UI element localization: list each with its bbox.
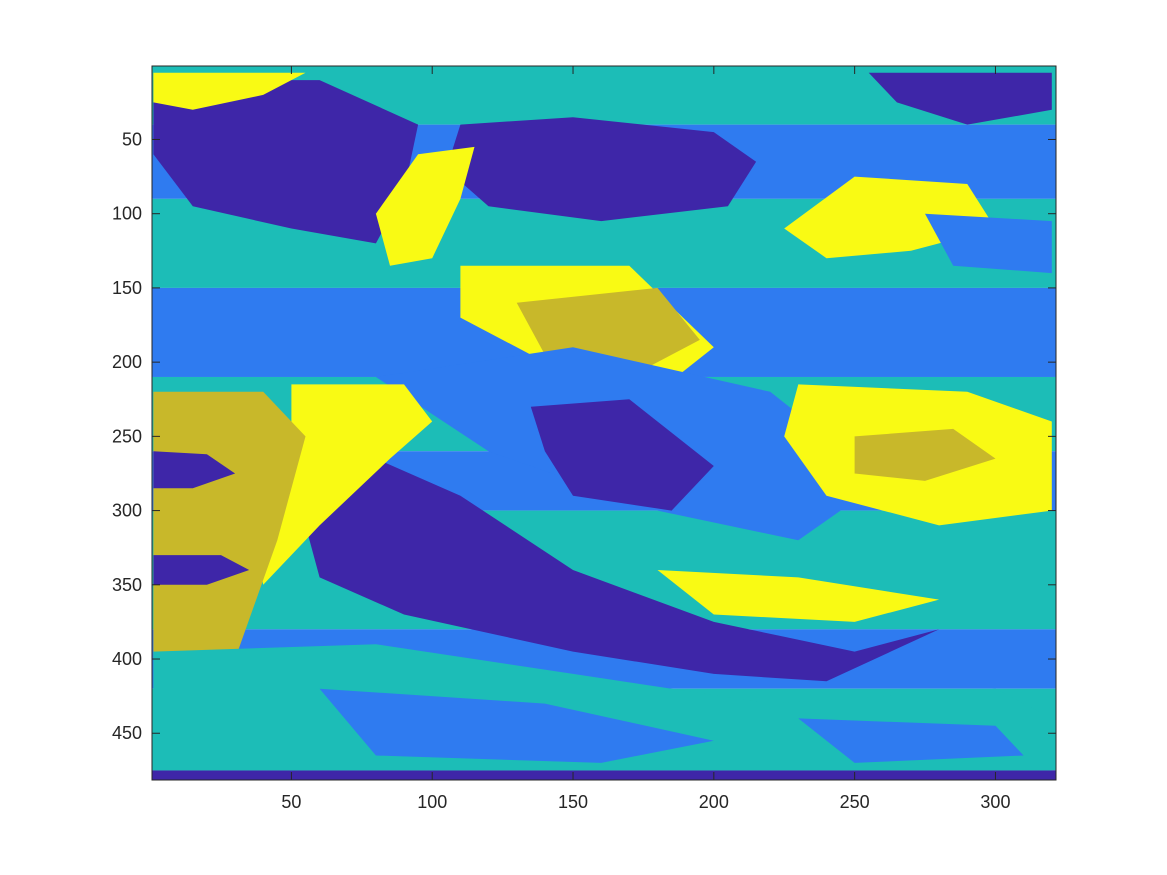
x-tick-label: 300 bbox=[980, 792, 1010, 812]
class-region bbox=[854, 428, 996, 481]
axes-box bbox=[151, 65, 1057, 781]
x-tick-label: 100 bbox=[417, 792, 447, 812]
x-tick-label: 200 bbox=[699, 792, 729, 812]
class-region bbox=[319, 688, 714, 763]
class-region bbox=[657, 570, 940, 622]
class-region bbox=[375, 146, 475, 266]
class-region bbox=[305, 458, 940, 682]
y-tick-label: 200 bbox=[112, 352, 142, 372]
y-axis: 50 100 150 200 250 300 350 400 450 bbox=[112, 129, 1056, 743]
class-region bbox=[798, 718, 1024, 763]
y-tick-label: 450 bbox=[112, 723, 142, 743]
x-tick-label: 150 bbox=[558, 792, 588, 812]
y-tick-label: 400 bbox=[112, 649, 142, 669]
class-band bbox=[152, 770, 1056, 780]
y-tick-label: 350 bbox=[112, 575, 142, 595]
y-tick-label: 50 bbox=[122, 129, 142, 149]
class-region bbox=[153, 80, 419, 244]
class-region bbox=[153, 451, 236, 489]
x-tick-label: 50 bbox=[281, 792, 301, 812]
y-tick-label: 150 bbox=[112, 278, 142, 298]
class-region bbox=[446, 117, 757, 222]
class-region bbox=[868, 72, 1052, 125]
y-tick-label: 300 bbox=[112, 501, 142, 521]
class-region bbox=[153, 72, 306, 110]
x-tick-label: 250 bbox=[840, 792, 870, 812]
class-region bbox=[530, 399, 714, 511]
class-region bbox=[153, 555, 250, 585]
x-axis: 50 100 150 200 250 300 bbox=[281, 66, 1010, 812]
y-tick-label: 250 bbox=[112, 426, 142, 446]
y-tick-label: 100 bbox=[112, 204, 142, 224]
class-region bbox=[925, 213, 1052, 274]
heatmap-plot-area bbox=[152, 66, 1056, 780]
